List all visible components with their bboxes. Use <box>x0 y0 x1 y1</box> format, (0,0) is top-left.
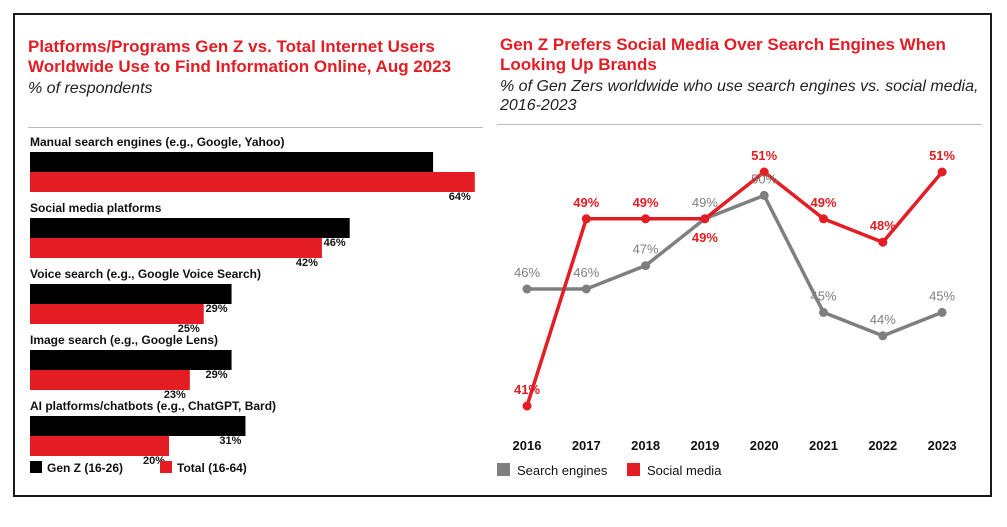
data-point <box>522 284 532 294</box>
data-label: 47% <box>633 242 659 257</box>
data-point <box>700 214 710 224</box>
data-label: 45% <box>810 288 836 303</box>
bar-1 <box>30 304 204 324</box>
bar-0 <box>30 152 434 172</box>
bar-chart: Manual search engines (e.g., Google, Yah… <box>30 135 475 475</box>
bar-value-label: 31% <box>219 435 241 447</box>
bar-value-label: 42% <box>296 257 318 269</box>
x-tick-label: 2019 <box>690 438 719 453</box>
x-tick-label: 2023 <box>928 438 957 453</box>
bar-value-label: 64% <box>449 191 471 203</box>
data-label: 44% <box>870 312 896 327</box>
data-label: 51% <box>751 148 777 163</box>
data-point <box>937 307 947 317</box>
bar-0 <box>30 416 246 436</box>
x-tick-label: 2017 <box>572 438 601 453</box>
x-tick-label: 2021 <box>809 438 838 453</box>
data-point <box>581 284 591 294</box>
line-chart-subtitle: % of Gen Zers worldwide who use search e… <box>500 78 979 114</box>
data-label: 49% <box>573 195 599 210</box>
line-chart: 46% 41% 46% 49% 47% 49% 49% 49% 50% 51% 45% 49% 44% 4… <box>497 148 957 478</box>
bar-value-label: 29% <box>206 303 228 315</box>
bar-1 <box>30 370 190 390</box>
x-tick-label: 2022 <box>868 438 897 453</box>
legend-swatch <box>627 463 640 476</box>
category-label: Manual search engines (e.g., Google, Yah… <box>30 135 285 149</box>
x-tick-label: 2016 <box>513 438 542 453</box>
legend-label: Total (16-64) <box>177 461 247 475</box>
category-label: Image search (e.g., Google Lens) <box>30 333 218 347</box>
data-point <box>581 214 591 224</box>
bar-value-label: 25% <box>178 323 200 335</box>
data-point <box>641 214 651 224</box>
data-label: 48% <box>870 218 896 233</box>
data-point <box>819 214 828 224</box>
data-label: 51% <box>929 148 955 163</box>
bar-0 <box>30 218 350 238</box>
data-point <box>819 307 828 317</box>
line-chart-divider <box>497 124 982 125</box>
data-label: 49% <box>810 195 836 210</box>
data-point <box>878 237 888 247</box>
data-label: 46% <box>573 265 599 280</box>
data-label: 45% <box>929 288 955 303</box>
line-series-0 <box>527 193 943 338</box>
legend-label: Search engines <box>517 463 608 478</box>
line-chart-title: Gen Z Prefers Social Media Over Search E… <box>500 35 946 74</box>
bar-1 <box>30 172 475 192</box>
legend-swatch <box>160 461 172 473</box>
bar-0 <box>30 284 232 304</box>
data-label: 49% <box>692 195 718 210</box>
bar-chart-title: Platforms/Programs Gen Z vs. Total Inter… <box>28 37 452 76</box>
bar-value-label: 20% <box>143 455 165 467</box>
x-tick-label: 2020 <box>750 438 779 453</box>
bar-chart-divider <box>28 127 483 128</box>
category-label: Voice search (e.g., Google Voice Search) <box>30 267 261 281</box>
data-label: 50% <box>751 171 777 186</box>
data-label: 41% <box>514 382 540 397</box>
data-label: 49% <box>633 195 659 210</box>
bar-chart-panel: Platforms/Programs Gen Z vs. Total Inter… <box>28 15 488 98</box>
line-chart-panel: Gen Z Prefers Social Media Over Search E… <box>500 15 980 115</box>
bar-1 <box>30 436 169 456</box>
category-label: AI platforms/chatbots (e.g., ChatGPT, Ba… <box>30 399 276 413</box>
bar-0 <box>30 350 232 370</box>
bar-value-label: 29% <box>206 369 228 381</box>
data-label: 46% <box>514 265 540 280</box>
data-point <box>759 190 769 200</box>
line-series-1 <box>525 170 944 407</box>
legend-swatch <box>497 463 510 476</box>
data-label: 49% <box>692 230 718 245</box>
bar-value-label: 46% <box>324 237 346 249</box>
chart-frame: Platforms/Programs Gen Z vs. Total Inter… <box>13 13 992 497</box>
category-label: Social media platforms <box>30 201 162 215</box>
data-point <box>759 167 769 177</box>
bar-value-label: 23% <box>164 389 186 401</box>
data-point <box>522 401 532 411</box>
data-point <box>937 167 947 177</box>
legend-swatch <box>30 461 42 473</box>
bar-chart-subtitle: % of respondents <box>28 80 153 97</box>
legend-label: Social media <box>647 463 722 478</box>
x-tick-label: 2018 <box>631 438 660 453</box>
data-point <box>878 331 888 341</box>
bar-1 <box>30 238 322 258</box>
data-point <box>641 261 651 271</box>
legend-label: Gen Z (16-26) <box>47 461 123 475</box>
